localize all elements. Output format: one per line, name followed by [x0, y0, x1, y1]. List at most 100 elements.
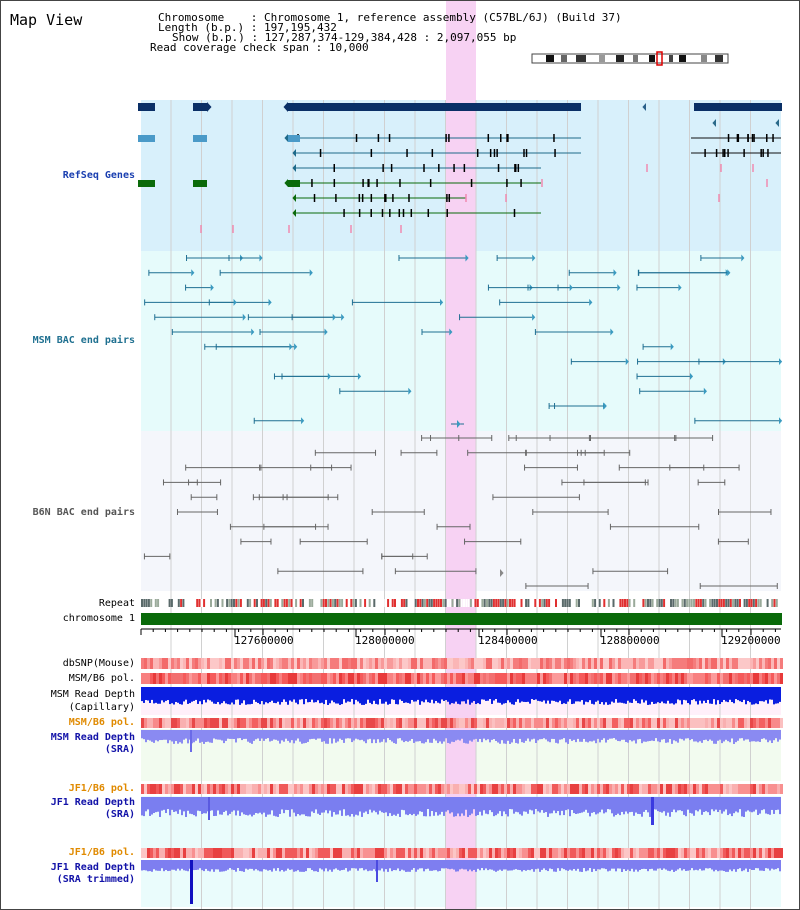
track-label-jf1-b6-pol-2[interactable]: JF1/B6 pol.: [68, 847, 135, 858]
msm-depth-capillary-bar: [677, 687, 679, 700]
bac-end-arrow: [465, 254, 469, 262]
jf1-pol-cell: [540, 848, 543, 858]
repeat-cell: [741, 599, 744, 607]
jf1-depth-trim-bar: [451, 860, 453, 869]
jf1-pol-cell: [483, 784, 486, 794]
jf1-depth-trim-bar: [651, 860, 653, 869]
msm-pol-cell: [774, 718, 777, 728]
dbsnp-cell: [354, 658, 357, 669]
repeat-cell: [329, 599, 332, 607]
dbsnp-cell: [738, 658, 741, 669]
dbsnp-cell: [507, 658, 510, 669]
jf1-pol-cell: [414, 848, 417, 858]
track-label-msm-depth-capillary[interactable]: MSM Read Depth: [50, 689, 135, 700]
msm-pol-cell: [216, 673, 219, 684]
repeat-cell: [688, 599, 691, 607]
msm-depth-capillary-bar: [163, 687, 165, 703]
track-label-msm-depth-sra[interactable]: MSM Read Depth: [50, 732, 135, 743]
jf1-pol-cell: [222, 848, 225, 858]
msm-pol-cell: [291, 673, 294, 684]
dbsnp-cell: [576, 658, 579, 669]
jf1-depth-trim-bar: [649, 860, 651, 870]
jf1-depth-trim-bar: [335, 860, 337, 869]
jf1-pol-cell: [708, 784, 711, 794]
track-label-jf1-depth-trim[interactable]: JF1 Read Depth: [50, 862, 135, 873]
msm-pol-cell: [165, 718, 168, 728]
msm-depth-sra-bar: [435, 730, 437, 741]
msm-pol-cell: [546, 673, 549, 684]
bac-end-arrow: [741, 254, 745, 262]
msm-depth-sra-bar: [407, 730, 409, 742]
msm-depth-sra-bar: [247, 730, 249, 742]
msm-depth-sra-bar: [207, 730, 209, 742]
dbsnp-cell: [306, 658, 309, 669]
msm-pol-cell: [342, 718, 345, 728]
dbsnp-cell: [708, 658, 711, 669]
msm-pol-cell: [150, 673, 153, 684]
msm-depth-sra-bar: [771, 730, 773, 743]
msm-depth-capillary-bar: [277, 687, 279, 702]
track-label-msm-b6-pol[interactable]: MSM/B6 pol.: [68, 673, 135, 684]
track-label-msm-bac[interactable]: MSM BAC end pairs: [32, 335, 135, 346]
repeat-cell: [568, 599, 571, 607]
track-label-msm-b6-pol-2[interactable]: MSM/B6 pol.: [68, 717, 135, 728]
dbsnp-cell: [498, 658, 501, 669]
msm-pol-cell: [672, 673, 675, 684]
jf1-pol-cell: [606, 848, 609, 858]
jf1-pol-cell: [717, 784, 720, 794]
jf1-depth-sra-bar: [419, 797, 421, 812]
jf1-pol-cell: [237, 848, 240, 858]
msm-depth-sra-bar: [651, 730, 653, 741]
repeat-cell: [159, 599, 162, 607]
msm-pol-cell: [633, 718, 636, 728]
jf1-depth-sra-bar: [433, 797, 435, 816]
jf1-depth-trim-bar: [333, 860, 335, 870]
dbsnp-cell: [450, 658, 453, 669]
msm-depth-sra-bar: [709, 730, 711, 740]
jf1-depth-sra-bar: [601, 797, 603, 810]
track-label-chromosome[interactable]: chromosome 1: [62, 613, 135, 624]
msm-depth-capillary-bar: [179, 687, 181, 705]
msm-depth-capillary-bar: [673, 687, 675, 705]
repeat-cell: [348, 599, 350, 607]
jf1-depth-trim-bar: [539, 860, 541, 872]
jf1-pol-cell: [387, 784, 390, 794]
repeat-cell: [180, 599, 183, 607]
msm-depth-sra-bar: [455, 730, 457, 741]
jf1-depth-sra-bar: [717, 797, 719, 813]
jf1-pol-cell: [405, 784, 408, 794]
msm-depth-sra-bar: [527, 730, 529, 739]
repeat-cell: [249, 599, 252, 607]
track-label-jf1-depth-sra[interactable]: JF1 Read Depth: [50, 797, 135, 808]
msm-depth-capillary-bar: [499, 687, 501, 703]
track-label-jf1-b6-pol[interactable]: JF1/B6 pol.: [68, 783, 135, 794]
repeat-cell: [200, 599, 203, 607]
jf1-pol-cell: [243, 784, 246, 794]
jf1-depth-sra-bar: [349, 797, 351, 817]
track-label-b6n-bac[interactable]: B6N BAC end pairs: [32, 507, 135, 518]
track-label-repeat[interactable]: Repeat: [98, 598, 135, 609]
msm-pol-cell: [771, 718, 774, 728]
jf1-depth-sra-bar: [579, 797, 581, 814]
track-label-refseq[interactable]: RefSeq Genes: [62, 170, 135, 181]
jf1-depth-trim-bar: [535, 860, 537, 870]
repeat-cell: [750, 599, 753, 607]
msm-depth-sra-bar: [457, 730, 459, 740]
track-label-dbsnp[interactable]: dbSNP(Mouse): [62, 658, 135, 669]
jf1-depth-sra-bar: [613, 797, 615, 817]
msm-depth-sra-bar: [227, 730, 229, 739]
dbsnp-cell: [180, 658, 183, 669]
jf1-depth-sra-bar: [211, 797, 213, 811]
jf1-depth-sra-bar: [239, 797, 241, 816]
dbsnp-cell: [396, 658, 399, 669]
jf1-depth-trim-bar: [363, 860, 365, 871]
msm-pol-cell: [426, 718, 429, 728]
jf1-depth-sra-bar: [743, 797, 745, 817]
msm-depth-capillary-bar: [539, 687, 541, 702]
repeat-cell: [311, 599, 314, 607]
msm-pol-cell: [357, 718, 360, 728]
repeat-cell: [495, 599, 498, 607]
msm-pol-cell: [246, 673, 249, 684]
repeat-cell: [522, 599, 525, 607]
